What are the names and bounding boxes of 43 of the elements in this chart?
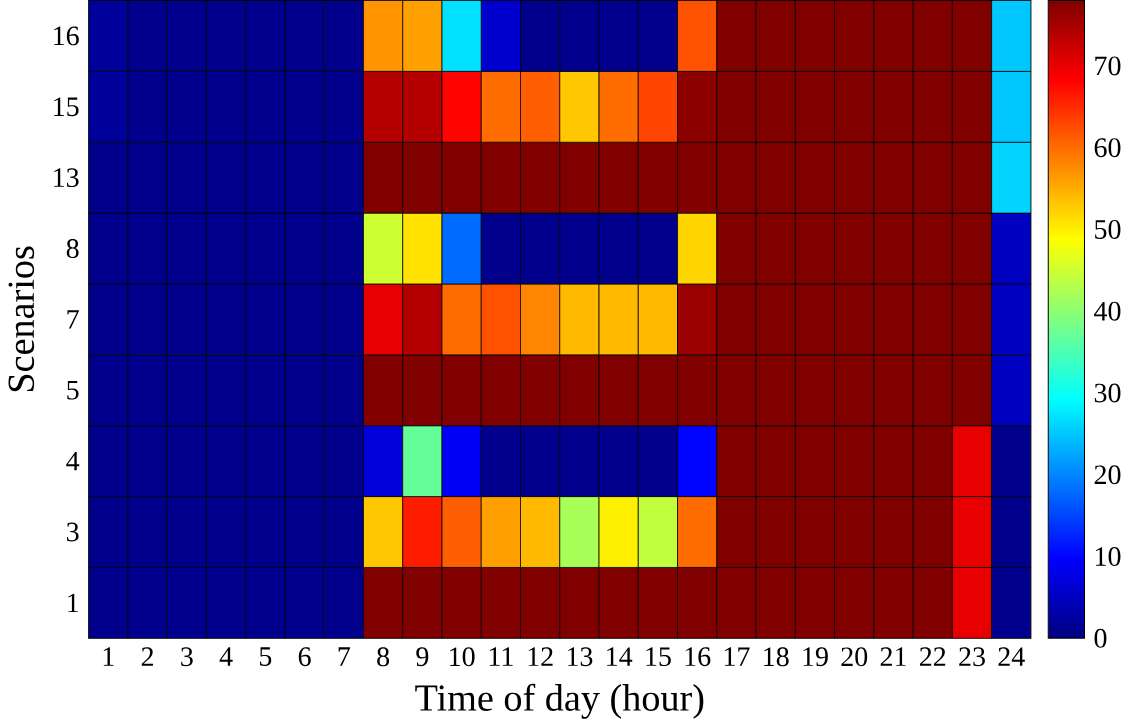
color-bar-label: 60 [1094,138,1121,157]
color-bar-label: 10 [1095,546,1121,566]
x-tick-label: 5 [259,647,272,666]
x-tick-label: 18 [764,647,789,667]
x-tick-label: 24 [998,647,1025,666]
x-tick-label: 4 [219,647,233,666]
x-tick-label: 11 [489,647,513,666]
x-tick-label: 8 [377,647,390,667]
y-tick-label: 1 [68,593,78,612]
y-tick-label: 8 [66,238,79,258]
color-bar-label: 70 [1095,56,1121,76]
color-bar-label: 30 [1094,383,1121,403]
x-tick-label: 12 [528,647,553,666]
color-bar-label: 40 [1094,301,1121,321]
x-tick-label: 7 [338,647,351,666]
x-tick-label: 6 [298,647,311,666]
x-tick-label: 1 [103,647,114,666]
color-bar-label: 0 [1094,628,1107,648]
x-axis-title: Time of day (hour) [415,683,704,719]
color-bar-label: 20 [1094,465,1121,485]
x-tick-label: 16 [685,647,711,666]
y-tick-label: 4 [66,451,80,471]
x-tick-label: 10 [450,647,475,667]
x-tick-label: 9 [416,647,429,666]
y-tick-label: 16 [54,26,79,46]
x-tick-label: 3 [181,647,193,666]
x-tick-label: 17 [724,647,750,666]
y-tick-label: 5 [67,380,79,400]
x-tick-label: 20 [841,647,868,667]
x-tick-label: 13 [567,647,593,666]
x-tick-label: 21 [880,647,906,666]
x-tick-label: 2 [141,647,154,666]
y-axis-title: Scenarios [8,246,35,391]
x-tick-label: 22 [919,647,946,666]
color-bar-label: 50 [1095,219,1121,239]
y-tick-label: 15 [54,97,79,117]
x-tick-label: 19 [803,647,828,666]
y-tick-label: 3 [67,522,79,542]
x-tick-label: 23 [959,647,985,666]
y-tick-label: 13 [54,168,79,187]
x-tick-label: 15 [646,647,671,666]
x-tick-label: 14 [607,647,633,666]
y-tick-label: 7 [67,310,79,329]
